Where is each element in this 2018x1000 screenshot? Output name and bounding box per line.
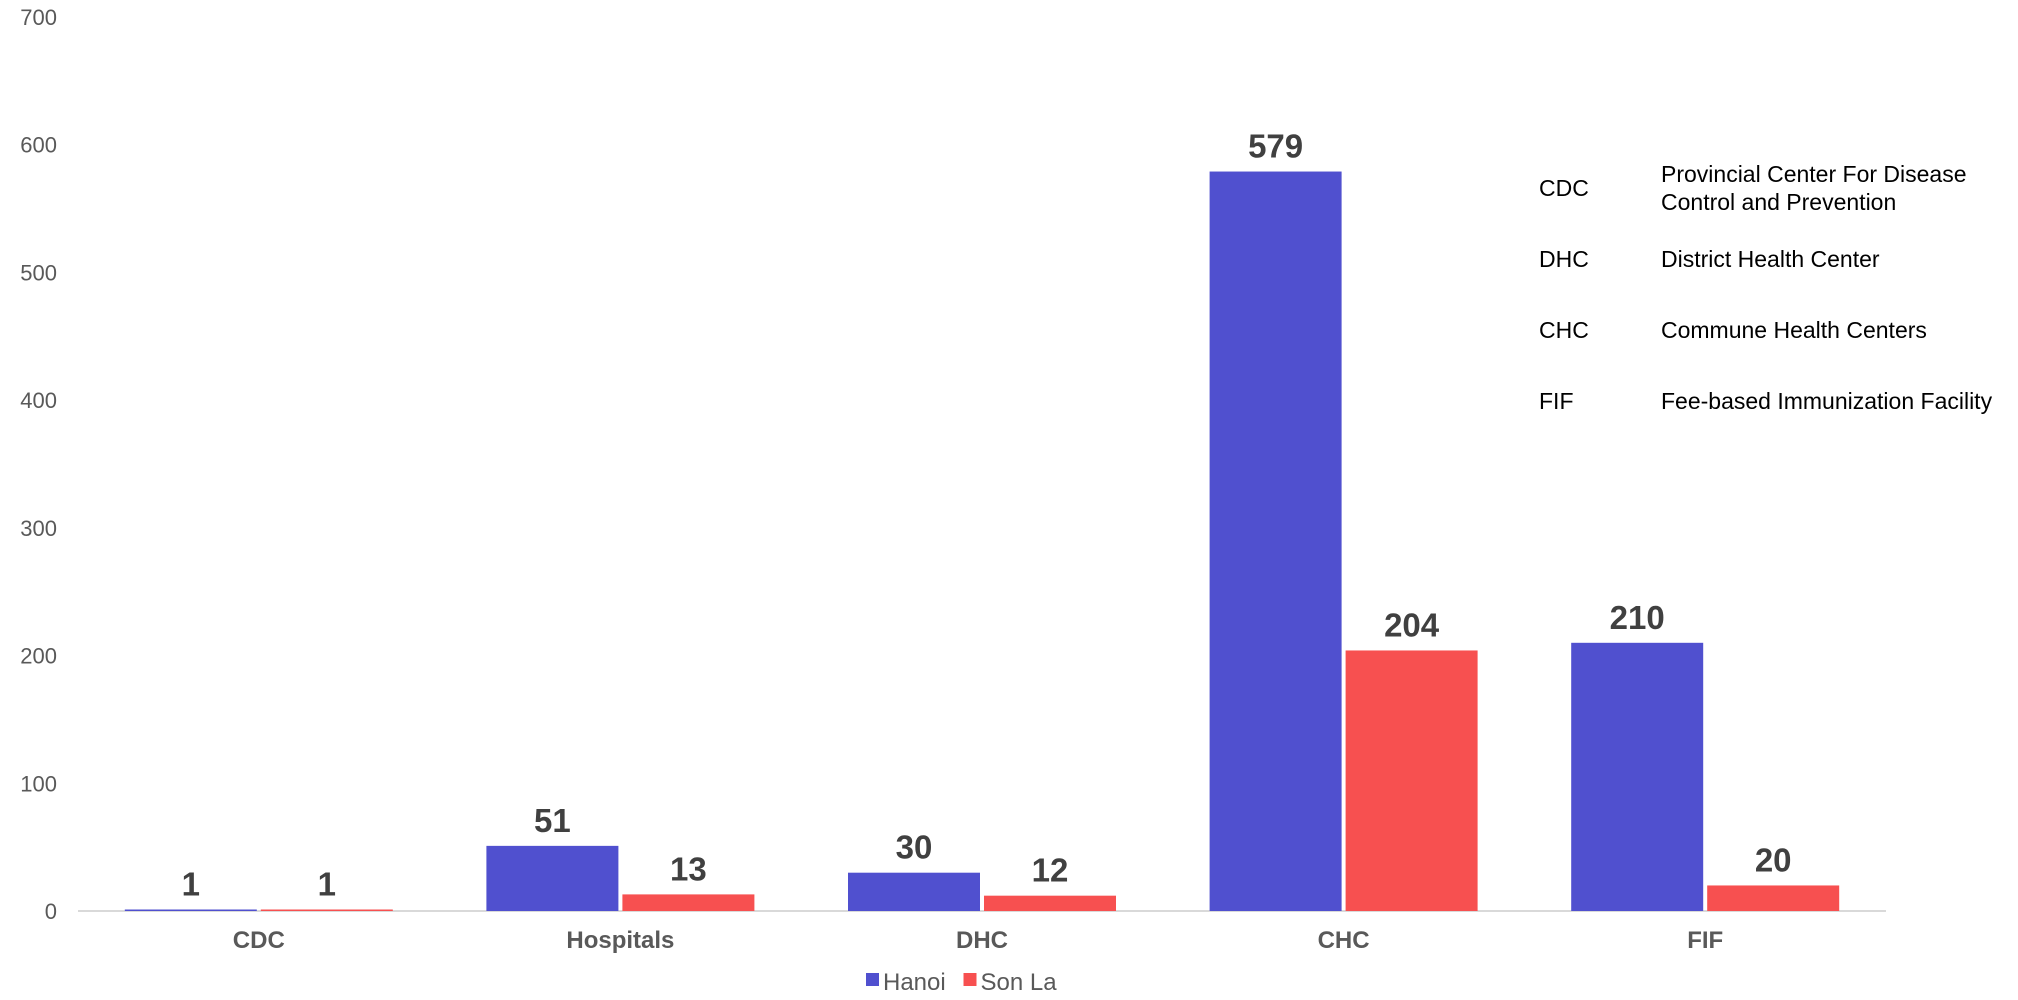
legend-label: Son La [981, 969, 1058, 996]
bar-cdc-son-la [261, 910, 393, 912]
glossary-definition: Control and Prevention [1661, 189, 1896, 215]
bar-chc-son-la [1346, 650, 1478, 911]
x-tick-label: DHC [956, 927, 1008, 954]
legend-swatch [964, 973, 977, 986]
bar-dhc-son-la [984, 896, 1116, 911]
data-label: 20 [1755, 841, 1792, 878]
data-label: 1 [318, 866, 336, 903]
x-tick-label: FIF [1687, 927, 1723, 954]
glossary-definition: District Health Center [1661, 246, 1880, 272]
bar-cdc-hanoi [125, 910, 257, 912]
y-tick-label: 300 [20, 516, 57, 541]
x-tick-label: CDC [233, 927, 285, 954]
data-label: 51 [534, 802, 571, 839]
data-label: 1 [182, 866, 200, 903]
abbreviation-glossary: CDC Provincial Center For DiseaseControl … [1539, 161, 1993, 414]
data-label: 579 [1248, 128, 1303, 165]
bar-hospitals-hanoi [486, 846, 618, 911]
glossary-definition: Commune Health Centers [1661, 317, 1927, 343]
y-tick-label: 100 [20, 771, 57, 796]
y-tick-label: 0 [45, 899, 57, 924]
data-label: 204 [1384, 606, 1440, 643]
glossary-definition: Provincial Center For Disease [1661, 161, 1967, 187]
bar-chc-hanoi [1210, 172, 1342, 911]
data-label: 210 [1610, 599, 1665, 636]
legend-swatch [866, 973, 879, 986]
glossary-abbreviation: DHC [1539, 246, 1589, 272]
y-tick-label: 500 [20, 260, 57, 285]
legend-label: Hanoi [883, 969, 946, 996]
bar-dhc-hanoi [848, 873, 980, 911]
glossary-definition: Fee-based Immunization Facility [1661, 388, 1993, 414]
y-tick-label: 200 [20, 644, 57, 669]
x-tick-label: Hospitals [566, 927, 674, 954]
bar-fif-son-la [1707, 885, 1839, 911]
y-tick-label: 600 [20, 133, 57, 158]
glossary-abbreviation: CHC [1539, 317, 1589, 343]
y-axis: 0 100 200 300 400 500 600 700 [20, 5, 57, 924]
data-label: 12 [1032, 852, 1069, 889]
x-axis: CDC Hospitals DHC CHC FIF [233, 927, 1723, 954]
legend: Hanoi Son La [866, 969, 1057, 996]
glossary-abbreviation: FIF [1539, 388, 1574, 414]
data-label: 30 [896, 829, 933, 866]
y-tick-label: 700 [20, 5, 57, 30]
data-label: 13 [670, 850, 707, 887]
bar-fif-hanoi [1571, 643, 1703, 911]
y-tick-label: 400 [20, 388, 57, 413]
glossary-abbreviation: CDC [1539, 175, 1589, 201]
x-tick-label: CHC [1318, 927, 1370, 954]
bar-hospitals-son-la [622, 894, 754, 911]
